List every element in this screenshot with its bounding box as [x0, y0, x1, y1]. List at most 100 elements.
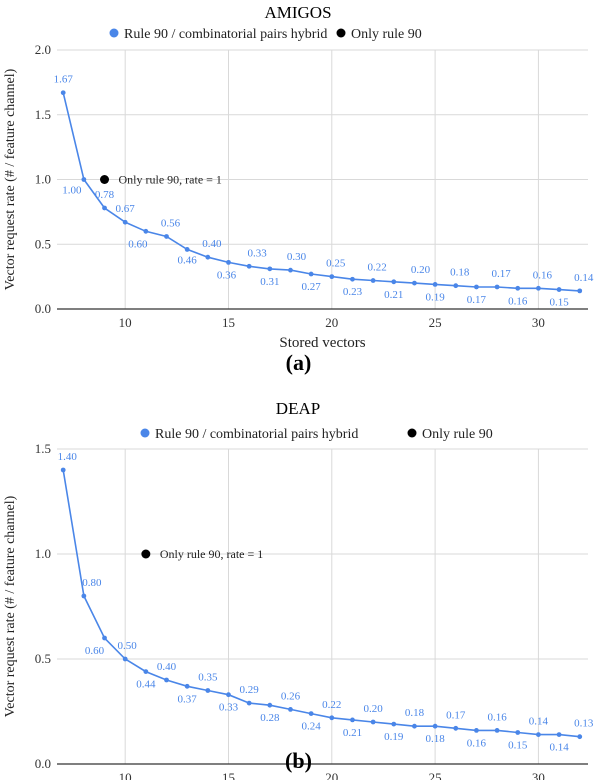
amigos-chart: AMIGOS Rule 90 / combinatorial pairs hybr… [3, 3, 594, 351]
x-tick-label: 25 [429, 315, 442, 330]
hybrid-data-label: 0.22 [367, 262, 386, 274]
hybrid-data-label: 0.21 [343, 727, 362, 739]
hybrid-data-label: 0.22 [322, 699, 341, 711]
hybrid-data-label: 0.40 [157, 661, 177, 673]
hybrid-data-point [494, 284, 500, 290]
hybrid-data-point [81, 593, 87, 599]
hybrid-data-label: 0.37 [178, 693, 198, 705]
hybrid-data-point [370, 278, 376, 283]
hybrid-data-label: 0.18 [425, 733, 445, 745]
legend-hybrid-marker [109, 28, 119, 38]
hybrid-data-label: 0.18 [405, 707, 425, 719]
hybrid-data-label: 1.40 [58, 451, 78, 463]
hybrid-data-point [556, 732, 562, 737]
hybrid-data-point [308, 711, 314, 716]
hybrid-data-label: 0.16 [467, 737, 487, 749]
legend-hybrid-label: Rule 90 / combinatorial pairs hybrid [155, 427, 358, 442]
y-axis-title: Vector request rate (# / feature channel… [3, 495, 18, 717]
hybrid-data-label: 0.33 [219, 702, 239, 714]
hybrid-data-label: 0.20 [363, 703, 383, 715]
hybrid-data-label: 0.14 [529, 716, 549, 728]
legend-only-marker [336, 28, 346, 38]
y-tick-label: 2.0 [35, 42, 51, 57]
legend-hybrid-marker [140, 428, 150, 438]
hybrid-data-point [412, 723, 417, 729]
hybrid-data-point [412, 280, 417, 286]
hybrid-data-point [164, 234, 169, 239]
hybrid-data-point [515, 730, 521, 735]
hybrid-data-label: 0.56 [161, 217, 181, 229]
hybrid-data-label: 0.29 [240, 684, 260, 696]
x-tick-label: 20 [325, 770, 338, 780]
hybrid-data-label: 0.14 [549, 742, 569, 754]
hybrid-data-point [267, 266, 273, 272]
hybrid-data-label: 0.13 [574, 718, 594, 730]
hybrid-data-point [246, 263, 252, 269]
hybrid-data-label: 0.24 [302, 721, 322, 733]
hybrid-data-label: 0.27 [302, 281, 322, 293]
hybrid-data-point [494, 728, 500, 733]
hybrid-data-point [536, 285, 541, 291]
legend-only-marker [407, 428, 417, 438]
hybrid-data-label: 0.16 [487, 711, 507, 723]
hybrid-data-label: 0.17 [446, 709, 466, 721]
legend-hybrid-label: Rule 90 / combinatorial pairs hybrid [124, 27, 327, 42]
chart-panel-deap: DEAP Rule 90 / combinatorial pairs hybrid… [0, 390, 597, 780]
hybrid-data-point [267, 702, 273, 708]
hybrid-data-label: 0.60 [85, 645, 105, 657]
hybrid-data-point [350, 276, 355, 282]
deap-chart: DEAP Rule 90 / combinatorial pairs hybrid… [3, 399, 594, 780]
hybrid-data-label: 0.80 [82, 577, 102, 589]
hybrid-data-label: 0.26 [281, 690, 301, 702]
hybrid-data-point [164, 677, 169, 683]
hybrid-data-point [184, 683, 190, 689]
legend-only-label: Only rule 90 [351, 27, 422, 42]
x-tick-label: 15 [222, 770, 235, 780]
hybrid-data-point [329, 274, 335, 280]
hybrid-data-point [122, 219, 128, 225]
x-tick-label: 10 [119, 315, 132, 330]
hybrid-data-point [474, 284, 479, 290]
x-tick-label: 10 [119, 770, 132, 780]
y-tick-label: 0.5 [35, 236, 51, 251]
hybrid-data-label: 0.78 [95, 189, 115, 201]
hybrid-data-label: 0.25 [326, 258, 346, 270]
hybrid-data-point [81, 177, 87, 182]
hybrid-data-point [226, 259, 231, 265]
hybrid-data-point [288, 707, 293, 712]
hybrid-data-point [370, 719, 376, 725]
y-tick-label: 1.5 [35, 107, 51, 122]
hybrid-data-label: 0.46 [178, 254, 198, 266]
hybrid-data-point [432, 723, 438, 729]
hybrid-data-label: 0.44 [136, 679, 156, 691]
only-rule90-point [141, 549, 151, 559]
hybrid-data-label: 0.15 [508, 740, 528, 752]
hybrid-data-point [184, 247, 190, 252]
chart-panel-amigos: AMIGOS Rule 90 / combinatorial pairs hybr… [3, 3, 594, 375]
hybrid-data-point [205, 688, 211, 693]
y-tick-label: 0.0 [35, 301, 51, 316]
chart-title: DEAP [276, 399, 320, 418]
y-axis-title: Vector request rate (# / feature channel… [3, 68, 18, 290]
hybrid-data-point [205, 254, 211, 260]
hybrid-data-point [391, 721, 397, 727]
x-tick-label: 30 [532, 770, 545, 780]
hybrid-data-point [556, 287, 562, 292]
hybrid-data-point [246, 700, 252, 706]
hybrid-data-label: 0.14 [574, 272, 594, 284]
hybrid-data-point [102, 205, 107, 211]
only-rule90-point [100, 175, 110, 184]
hybrid-data-point [453, 283, 459, 289]
hybrid-data-label: 0.21 [384, 289, 403, 301]
hybrid-data-point [577, 734, 583, 740]
hybrid-data-label: 1.00 [62, 185, 82, 197]
hybrid-data-label: 0.15 [549, 297, 569, 309]
hybrid-series-line [62, 469, 580, 738]
hybrid-data-point [60, 467, 66, 473]
y-tick-label: 1.0 [35, 172, 51, 187]
hybrid-data-label: 0.60 [128, 238, 148, 250]
panel-label-a: (a) [285, 350, 312, 375]
hybrid-data-point [453, 725, 459, 731]
hybrid-data-point [143, 228, 149, 234]
hybrid-data-label: 0.33 [248, 247, 268, 259]
